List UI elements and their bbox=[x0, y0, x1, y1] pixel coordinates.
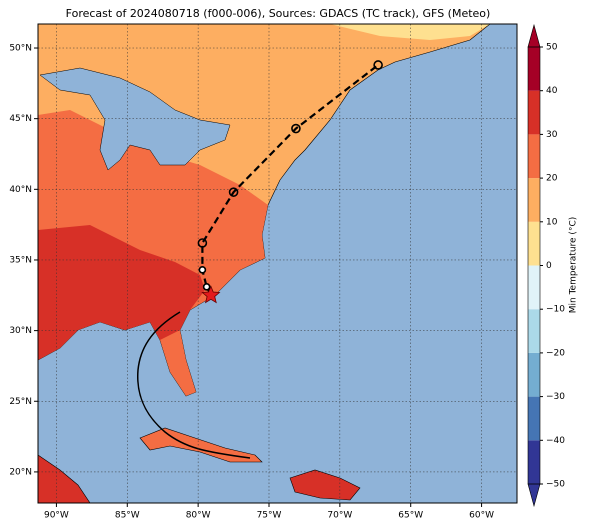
great-lakes bbox=[39, 67, 231, 171]
colorbar-tick-label: 20 bbox=[546, 174, 558, 184]
colorbar-label: Min Temperature (°C) bbox=[569, 217, 579, 314]
colorbar-tick-label: 50 bbox=[546, 43, 558, 53]
y-tick-label: 25°N bbox=[9, 397, 32, 407]
colorbar-segment bbox=[528, 221, 540, 266]
x-tick-label: 60°W bbox=[469, 511, 494, 521]
land-cool bbox=[330, 24, 517, 40]
colorbar-segment bbox=[528, 309, 540, 353]
colorbar-tick-label: 40 bbox=[546, 86, 558, 96]
land-warm bbox=[38, 110, 268, 396]
x-tick-label: 65°W bbox=[398, 511, 423, 521]
x-tick-label: 90°W bbox=[44, 511, 69, 521]
colorbar-extend-top bbox=[527, 23, 541, 48]
chart-title: Forecast of 2024080718 (f000-006), Sourc… bbox=[66, 7, 491, 20]
y-tick-label: 35°N bbox=[9, 255, 32, 265]
storm-position bbox=[201, 285, 221, 304]
colorbar-segment bbox=[528, 178, 540, 222]
colorbar-extend-bottom bbox=[527, 483, 541, 508]
colorbar-tick-label: −10 bbox=[546, 305, 565, 315]
y-tick-label: 45°N bbox=[9, 114, 32, 124]
track-point bbox=[198, 266, 207, 274]
colorbar-segment bbox=[528, 265, 540, 310]
colorbar-tick-label: −40 bbox=[546, 436, 565, 446]
forecast-track bbox=[201, 64, 379, 296]
track-point bbox=[373, 60, 383, 70]
track-point bbox=[228, 187, 239, 197]
hispaniola bbox=[289, 469, 361, 501]
colorbar-tick-label: −50 bbox=[546, 480, 565, 490]
colorbar-tick-label: −30 bbox=[546, 392, 565, 402]
colorbar-segment bbox=[528, 396, 540, 441]
colorbar-tick-label: 10 bbox=[546, 217, 558, 227]
colorbar-tick-label: 30 bbox=[546, 130, 558, 140]
colorbar-tick-label: 0 bbox=[546, 261, 552, 271]
colorbar-segment bbox=[528, 134, 540, 179]
x-tick-label: 75°W bbox=[257, 511, 282, 521]
x-tick-label: 70°W bbox=[327, 511, 352, 521]
colorbar-segment bbox=[528, 352, 540, 397]
track-point bbox=[291, 123, 301, 134]
mexico bbox=[38, 454, 91, 503]
land-hot bbox=[38, 225, 205, 360]
colorbar-segment bbox=[528, 90, 540, 135]
map-frame bbox=[37, 23, 518, 504]
y-tick-label: 50°N bbox=[9, 44, 32, 54]
track-point bbox=[197, 238, 208, 248]
colorbar-segment bbox=[528, 47, 540, 91]
y-tick-label: 30°N bbox=[9, 326, 32, 336]
colorbar-segment bbox=[528, 440, 540, 484]
map bbox=[38, 24, 517, 503]
y-tick-label: 20°N bbox=[9, 467, 32, 477]
y-tick-label: 40°N bbox=[9, 185, 32, 195]
past-track bbox=[136, 311, 251, 459]
colorbar-tick-label: −20 bbox=[546, 348, 565, 358]
x-tick-label: 80°W bbox=[186, 511, 211, 521]
x-tick-label: 85°W bbox=[115, 511, 140, 521]
track-point bbox=[202, 283, 211, 291]
